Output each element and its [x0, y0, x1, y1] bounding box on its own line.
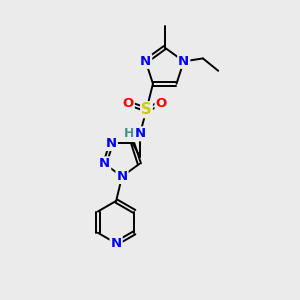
Text: N: N: [99, 158, 110, 170]
Text: N: N: [111, 237, 122, 250]
Text: H: H: [124, 127, 134, 140]
Text: N: N: [116, 170, 128, 183]
Text: O: O: [156, 97, 167, 110]
Text: N: N: [134, 127, 146, 140]
Text: N: N: [140, 55, 151, 68]
Text: N: N: [178, 55, 189, 68]
Text: N: N: [106, 137, 117, 150]
Text: O: O: [123, 97, 134, 110]
Text: S: S: [141, 102, 152, 117]
